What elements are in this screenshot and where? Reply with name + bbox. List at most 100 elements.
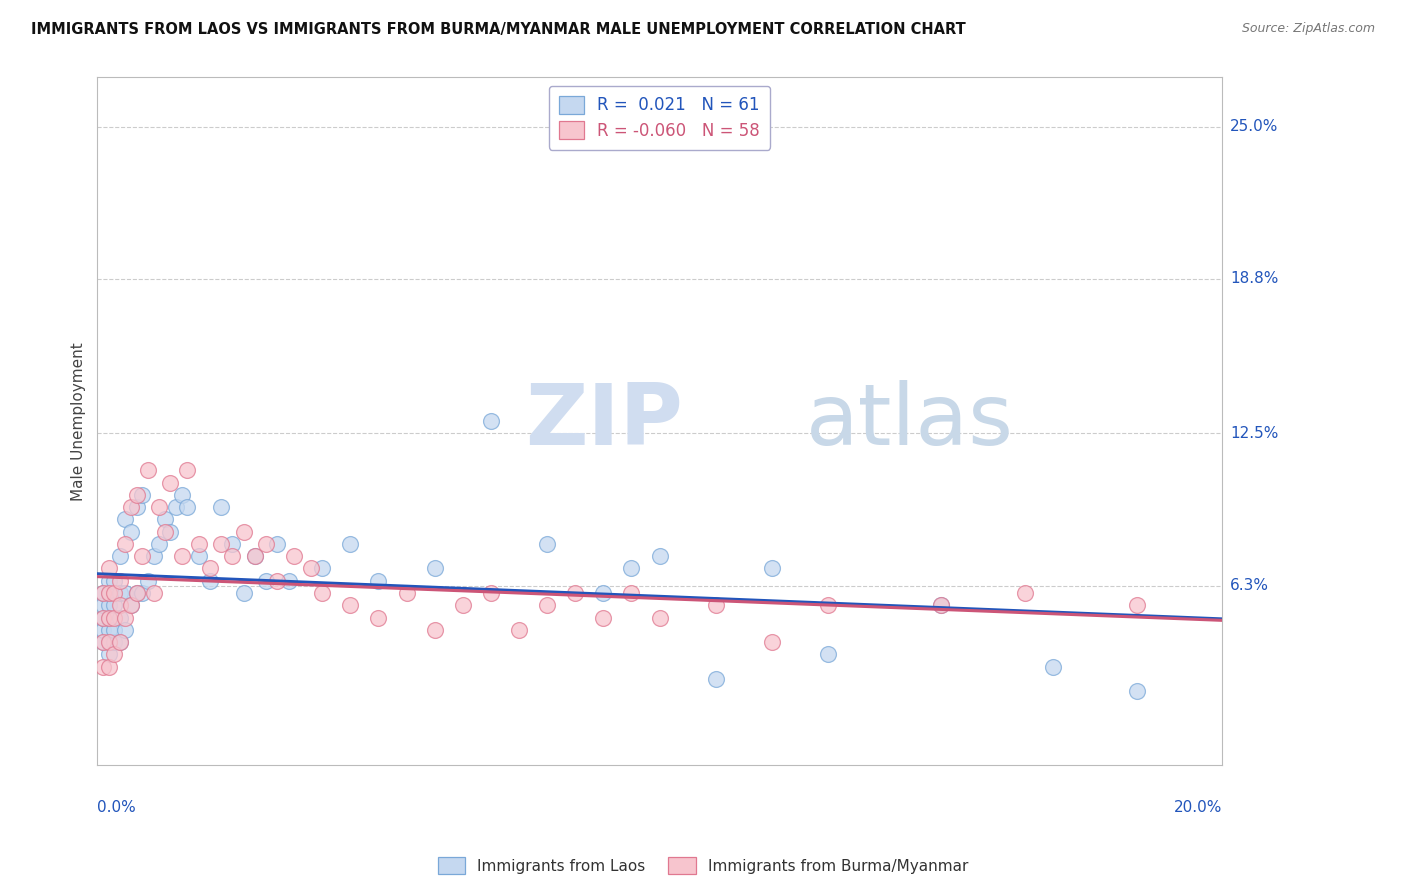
Point (91, 635, 114, 649)
Point (479, 586, 502, 600)
Point (97, 635, 120, 649)
Point (91, 599, 114, 613)
Point (108, 586, 131, 600)
Point (209, 537, 232, 551)
Point (395, 586, 418, 600)
Point (142, 549, 165, 564)
Point (929, 599, 952, 613)
Point (1126, 684, 1149, 698)
Point (423, 561, 446, 575)
Point (153, 512, 176, 526)
Point (929, 599, 952, 613)
Point (148, 500, 170, 514)
Point (648, 610, 671, 624)
Point (159, 475, 181, 490)
Point (187, 537, 209, 551)
Text: 12.5%: 12.5% (1230, 425, 1278, 441)
Point (91, 635, 114, 649)
Point (232, 586, 254, 600)
Text: ZIP: ZIP (524, 380, 682, 463)
Text: IMMIGRANTS FROM LAOS VS IMMIGRANTS FROM BURMA/MYANMAR MALE UNEMPLOYMENT CORRELAT: IMMIGRANTS FROM LAOS VS IMMIGRANTS FROM … (31, 22, 966, 37)
Y-axis label: Male Unemployment: Male Unemployment (72, 342, 86, 500)
Point (97, 574, 120, 588)
Point (176, 500, 198, 514)
Point (479, 414, 502, 428)
Point (97, 635, 120, 649)
Point (131, 488, 153, 502)
Point (187, 549, 209, 564)
Point (125, 586, 148, 600)
Point (125, 500, 148, 514)
Point (254, 574, 277, 588)
Point (142, 586, 165, 600)
Point (125, 488, 148, 502)
Legend: R =  0.021   N = 61, R = -0.060   N = 58: R = 0.021 N = 61, R = -0.060 N = 58 (548, 86, 770, 150)
Text: 6.3%: 6.3% (1230, 578, 1270, 593)
Point (339, 599, 361, 613)
Point (564, 586, 586, 600)
Point (136, 463, 159, 477)
Point (103, 574, 125, 588)
Point (311, 561, 333, 575)
Point (103, 623, 125, 637)
Point (1014, 586, 1036, 600)
Point (136, 574, 159, 588)
Point (299, 561, 322, 575)
Point (97, 610, 120, 624)
Point (91, 610, 114, 624)
Point (120, 599, 142, 613)
Point (114, 610, 136, 624)
Text: 18.8%: 18.8% (1230, 271, 1278, 286)
Text: 0.0%: 0.0% (97, 799, 136, 814)
Point (103, 599, 125, 613)
Text: atlas: atlas (806, 380, 1014, 463)
Legend: Immigrants from Laos, Immigrants from Burma/Myanmar: Immigrants from Laos, Immigrants from Bu… (432, 851, 974, 880)
Point (1042, 659, 1064, 673)
Point (97, 659, 120, 673)
Point (339, 537, 361, 551)
Point (120, 500, 142, 514)
Point (170, 488, 193, 502)
Point (243, 549, 266, 564)
Point (131, 549, 153, 564)
Point (704, 599, 727, 613)
Point (91, 659, 114, 673)
Point (221, 537, 243, 551)
Point (266, 574, 288, 588)
Point (648, 549, 671, 564)
Point (817, 648, 839, 662)
Point (761, 561, 783, 575)
Point (103, 648, 125, 662)
Point (108, 549, 131, 564)
Point (108, 635, 131, 649)
Point (176, 463, 198, 477)
Point (114, 537, 136, 551)
Point (165, 500, 187, 514)
Point (620, 586, 643, 600)
Text: 25.0%: 25.0% (1230, 119, 1278, 134)
Point (761, 635, 783, 649)
Point (209, 500, 232, 514)
Point (1126, 599, 1149, 613)
Point (153, 524, 176, 539)
Point (221, 549, 243, 564)
Point (198, 561, 221, 575)
Point (97, 586, 120, 600)
Point (114, 623, 136, 637)
Point (103, 586, 125, 600)
Point (108, 635, 131, 649)
Point (277, 574, 299, 588)
Point (120, 599, 142, 613)
Point (592, 610, 614, 624)
Point (704, 672, 727, 686)
Point (91, 586, 114, 600)
Point (103, 610, 125, 624)
Point (159, 524, 181, 539)
Point (232, 524, 254, 539)
Point (148, 537, 170, 551)
Point (97, 599, 120, 613)
Point (108, 574, 131, 588)
Point (536, 537, 558, 551)
Point (91, 610, 114, 624)
Point (170, 549, 193, 564)
